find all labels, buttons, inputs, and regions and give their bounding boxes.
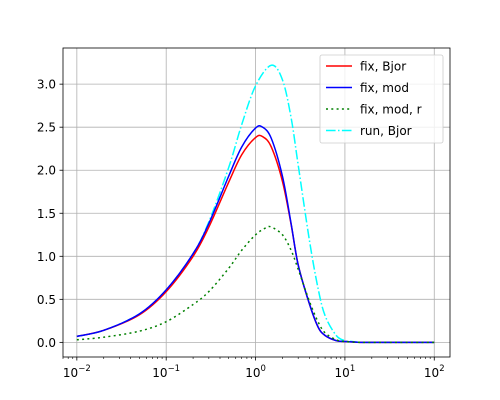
y-tick-label: 2.0 xyxy=(37,164,56,178)
series-lines xyxy=(76,64,435,344)
y-tick-label: 2.5 xyxy=(37,121,56,135)
x-tick-label: 100 xyxy=(245,364,266,380)
x-tick-label: 102 xyxy=(424,364,445,380)
series-line-2 xyxy=(76,225,435,344)
y-tick-label: 0.0 xyxy=(37,336,56,350)
y-tick-label: 1.5 xyxy=(37,207,56,221)
legend-label: fix, mod xyxy=(360,81,409,95)
y-tick-label: 0.5 xyxy=(37,293,56,307)
y-tick-label: 3.0 xyxy=(37,78,56,92)
legend-label: fix, mod, r xyxy=(360,103,422,117)
x-tick-label: 101 xyxy=(335,364,356,380)
y-tick-label: 1.0 xyxy=(37,250,56,264)
legend: fix, Bjor fix, mod fix, mod, r run, Bjor xyxy=(319,54,444,144)
plot-frame xyxy=(62,47,451,358)
legend-box xyxy=(319,54,444,144)
x-tick-label: 10−1 xyxy=(152,364,180,380)
legend-label: fix, Bjor xyxy=(360,60,406,74)
x-axis: 10−2 10−1 100 101 102 xyxy=(62,357,445,380)
x-tick-label: 10−2 xyxy=(63,364,91,380)
legend-label: run, Bjor xyxy=(360,124,412,138)
y-axis: 0.0 0.5 1.0 1.5 2.0 2.5 3.0 xyxy=(37,78,63,350)
